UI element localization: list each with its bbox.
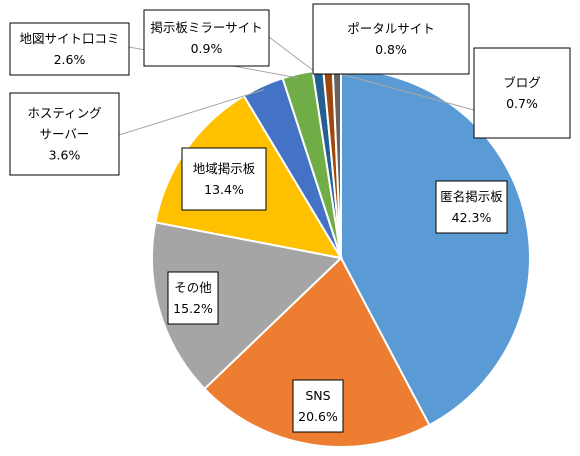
slice-8-label-box xyxy=(312,3,470,75)
slice-5-category-label: サーバー xyxy=(40,127,90,142)
slice-2 xyxy=(203,256,431,448)
slice-9-data-label: ブログ 0.7% xyxy=(473,47,571,139)
slice-1 xyxy=(340,67,531,427)
slice-9-leader-line xyxy=(336,72,475,111)
slice-7-data-label: 掲示板ミラーサイト 0.9% xyxy=(143,9,270,67)
slice-3-data-label: その他 15.2% xyxy=(167,271,219,325)
slice-4-category-label: 地域掲示板 xyxy=(193,161,256,176)
slice-9-label-box xyxy=(473,47,571,139)
data-labels: 匿名掲示板 42.3% SNS 20.6% その他 15.2% 地域掲示板 13.4% ホスティ… xyxy=(9,3,571,433)
pie-slices xyxy=(151,67,531,448)
slice-1-label-box xyxy=(435,180,508,234)
slice-6-label-box xyxy=(9,22,130,76)
slice-5-category-label: ホスティング xyxy=(27,106,101,121)
slice-2-data-label: SNS 20.6% xyxy=(292,379,344,433)
slice-7-category-label: 掲示板ミラーサイト xyxy=(150,20,262,35)
slice-2-category-label: SNS xyxy=(305,388,330,403)
slice-9-category-label: ブログ xyxy=(503,75,541,90)
slice-1-value-label: 42.3% xyxy=(452,210,492,225)
slice-1-category-label: 匿名掲示板 xyxy=(440,189,503,204)
slice-1-data-label: 匿名掲示板 42.3% xyxy=(435,180,508,234)
slice-3-value-label: 15.2% xyxy=(173,301,213,316)
slice-2-value-label: 20.6% xyxy=(298,409,338,424)
slice-3 xyxy=(151,221,344,391)
slice-8-category-label: ポータルサイト xyxy=(347,21,435,36)
slice-7-value-label: 0.9% xyxy=(191,41,223,56)
slice-8-data-label: ポータルサイト 0.8% xyxy=(312,3,470,75)
slice-5-leader-line xyxy=(118,89,265,136)
slice-6-value-label: 2.6% xyxy=(54,52,86,67)
slice-5-label-box xyxy=(9,92,120,176)
slice-5-value-label: 3.6% xyxy=(49,148,81,163)
slice-4-data-label: 地域掲示板 13.4% xyxy=(181,147,267,211)
slice-3-category-label: その他 xyxy=(174,280,212,295)
slice-9-value-label: 0.7% xyxy=(506,96,538,111)
slice-6-category-label: 地図サイト口コミ xyxy=(19,31,119,46)
slice-2-label-box xyxy=(292,379,344,433)
slice-6-data-label: 地図サイト口コミ 2.6% xyxy=(9,22,130,76)
slice-7-label-box xyxy=(143,9,270,67)
slice-3-label-box xyxy=(167,271,219,325)
slice-4-value-label: 13.4% xyxy=(204,182,244,197)
slice-8-value-label: 0.8% xyxy=(375,42,407,57)
slice-7-leader-line xyxy=(268,36,319,75)
slice-4-label-box xyxy=(181,147,267,211)
